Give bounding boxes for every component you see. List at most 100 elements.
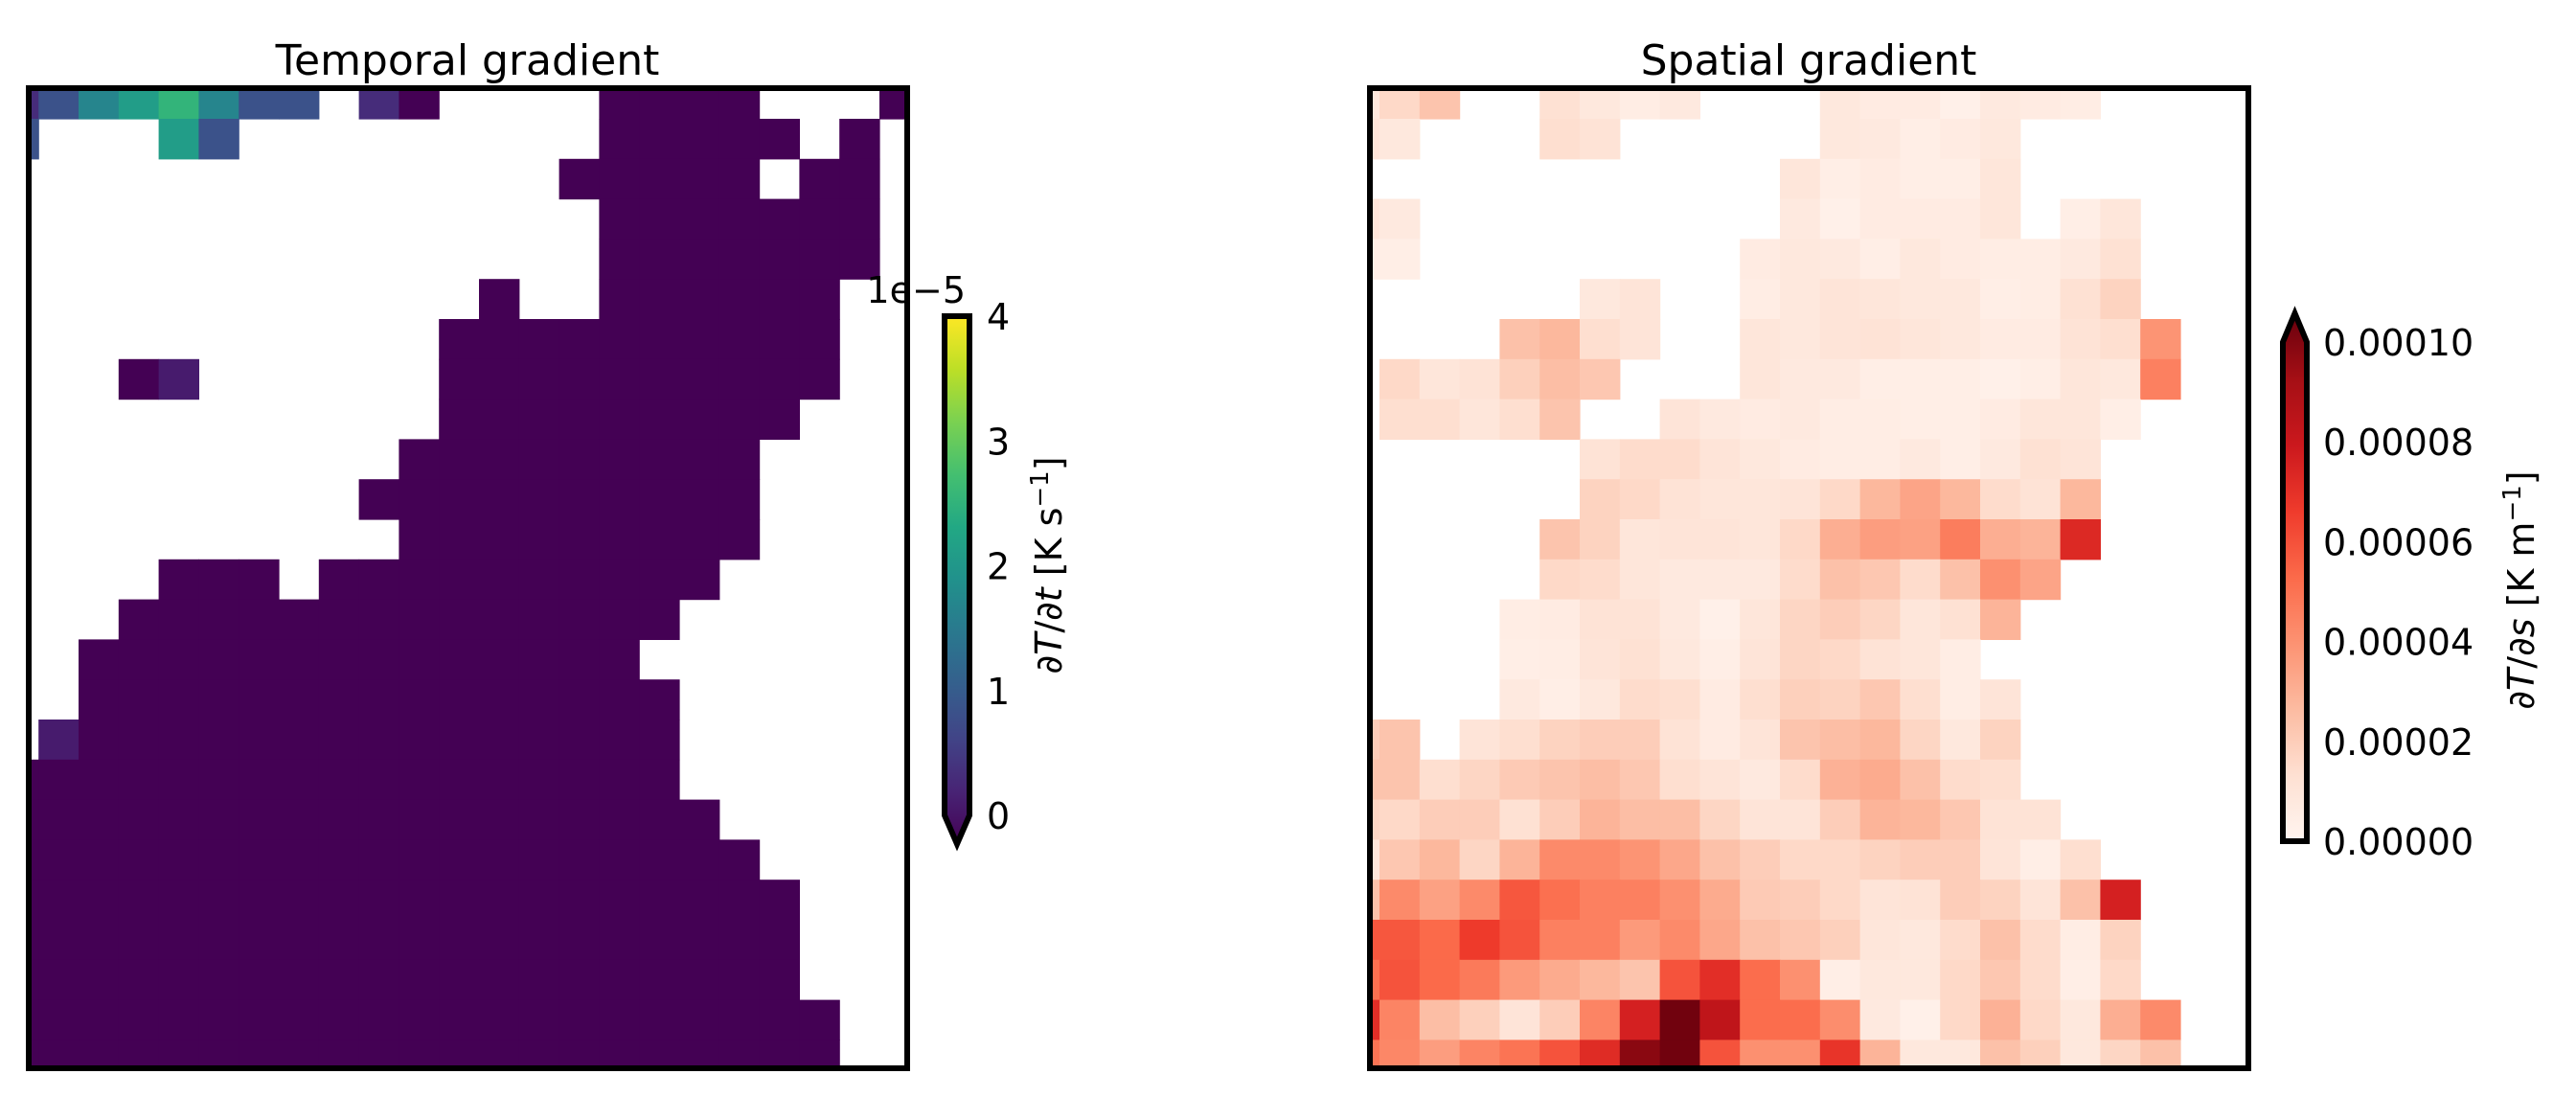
- heatmap-cell: [639, 198, 680, 240]
- heatmap-cell: [599, 239, 640, 280]
- heatmap-cell: [2019, 399, 2062, 440]
- heatmap-cell: [1819, 799, 1861, 840]
- heatmap-cell: [518, 599, 560, 640]
- spatial-heatmap: [1373, 91, 2181, 1065]
- heatmap-cell: [198, 639, 239, 680]
- heatmap-cell: [239, 999, 280, 1040]
- heatmap-cell: [479, 720, 520, 761]
- heatmap-cell: [38, 720, 80, 761]
- heatmap-cell: [1499, 399, 1540, 440]
- heatmap-cell: [1940, 198, 1981, 240]
- heatmap-cell: [1659, 91, 1700, 120]
- heatmap-cell: [1619, 279, 1661, 320]
- heatmap-cell: [1580, 119, 1621, 160]
- heatmap-cell: [479, 439, 520, 480]
- heatmap-cell: [1619, 91, 1661, 120]
- heatmap-cell: [439, 399, 480, 440]
- heatmap-cell: [1699, 759, 1741, 801]
- heatmap-cell: [279, 91, 320, 120]
- heatmap-cell: [198, 720, 239, 761]
- heatmap-cell: [1499, 720, 1540, 761]
- heatmap-cell: [1699, 479, 1741, 520]
- heatmap-cell: [559, 920, 600, 961]
- heatmap-cell: [599, 959, 640, 1001]
- temporal-colorbar: 0 1 2 3 4 1e−5 ∂T/∂t [K s−1]: [866, 269, 1070, 852]
- heatmap-cell: [1780, 799, 1821, 840]
- heatmap-cell: [2019, 479, 2062, 520]
- heatmap-cell: [118, 358, 160, 400]
- heatmap-cell: [1780, 920, 1821, 961]
- heatmap-cell: [79, 1040, 120, 1065]
- heatmap-cell: [118, 679, 160, 720]
- heatmap-cell: [118, 920, 160, 961]
- label-part: T: [2500, 666, 2542, 691]
- heatmap-cell: [1459, 759, 1500, 801]
- heatmap-cell: [2019, 999, 2062, 1040]
- heatmap-cell: [1539, 799, 1581, 840]
- label-part: ]: [1028, 456, 1070, 470]
- heatmap-cell: [1580, 920, 1621, 961]
- heatmap-cell: [1900, 959, 1941, 1001]
- heatmap-cell: [158, 720, 199, 761]
- heatmap-cell: [1379, 880, 1421, 921]
- heatmap-cell: [1819, 158, 1861, 200]
- heatmap-cell: [2060, 399, 2101, 440]
- heatmap-cell: [1580, 91, 1621, 120]
- heatmap-cell: [239, 679, 280, 720]
- heatmap-cell: [518, 959, 560, 1001]
- heatmap-cell: [718, 880, 761, 921]
- heatmap-cell: [1859, 358, 1901, 400]
- heatmap-cell: [1859, 880, 1901, 921]
- label-part: T: [1028, 630, 1070, 655]
- heatmap-cell: [198, 759, 239, 801]
- heatmap-cell: [1859, 720, 1901, 761]
- heatmap-cell: [1940, 1040, 1981, 1065]
- heatmap-cell: [1699, 920, 1741, 961]
- heatmap-cell: [158, 639, 199, 680]
- heatmap-cell: [1780, 759, 1821, 801]
- heatmap-cell: [439, 679, 480, 720]
- heatmap-cell: [1900, 358, 1941, 400]
- heatmap-cell: [439, 999, 480, 1040]
- heatmap-cell: [158, 358, 199, 400]
- heatmap-cell: [358, 799, 399, 840]
- heatmap-cell: [759, 1040, 800, 1065]
- heatmap-cell: [279, 679, 320, 720]
- heatmap-cell: [399, 759, 440, 801]
- heatmap-cell: [1659, 880, 1700, 921]
- heatmap-cell: [639, 319, 680, 360]
- heatmap-cell: [479, 1040, 520, 1065]
- heatmap-cell: [1419, 1040, 1461, 1065]
- heatmap-cell: [239, 880, 280, 921]
- heatmap-cell: [718, 239, 761, 280]
- heatmap-cell: [759, 198, 800, 240]
- heatmap-cell: [839, 158, 880, 200]
- heatmap-cell: [239, 91, 280, 120]
- temporal-axes-frame: [26, 85, 910, 1071]
- heatmap-cell: [1780, 639, 1821, 680]
- heatmap-cell: [239, 839, 280, 880]
- heatmap-cell: [1859, 679, 1901, 720]
- heatmap-cell: [1659, 759, 1700, 801]
- heatmap-cell: [1819, 319, 1861, 360]
- heatmap-cell: [1459, 1040, 1500, 1065]
- heatmap-cell: [1580, 799, 1621, 840]
- heatmap-cell: [479, 759, 520, 801]
- heatmap-cell: [1539, 91, 1581, 120]
- heatmap-cell: [1619, 439, 1661, 480]
- heatmap-cell: [399, 439, 440, 480]
- heatmap-cell: [1859, 119, 1901, 160]
- heatmap-cell: [239, 1040, 280, 1065]
- heatmap-cell: [1459, 799, 1500, 840]
- heatmap-cell: [38, 1040, 80, 1065]
- heatmap-cell: [1980, 119, 2021, 160]
- heatmap-cell: [1740, 999, 1781, 1040]
- heatmap-cell: [318, 1040, 360, 1065]
- heatmap-cell: [2060, 198, 2101, 240]
- heatmap-cell: [718, 920, 761, 961]
- heatmap-cell: [1819, 639, 1861, 680]
- heatmap-cell: [1373, 119, 1380, 160]
- heatmap-cell: [38, 959, 80, 1001]
- heatmap-cell: [1780, 319, 1821, 360]
- heatmap-cell: [399, 639, 440, 680]
